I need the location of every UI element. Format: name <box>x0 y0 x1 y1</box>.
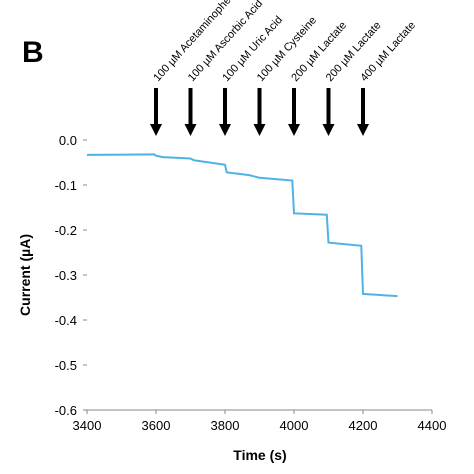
y-tick-label: -0.3 <box>55 268 77 283</box>
annotation: 100 µM Uric Acid <box>220 14 285 84</box>
arrow-head <box>322 124 335 136</box>
x-tick-label: 3400 <box>73 418 102 433</box>
x-tick-label: 3800 <box>211 418 240 433</box>
data-line <box>86 153 398 298</box>
y-tick-label: -0.1 <box>55 178 77 193</box>
arrow-head <box>150 124 162 136</box>
arrow-head <box>253 124 266 136</box>
arrow-head <box>357 124 369 136</box>
x-tick-label: 4000 <box>280 418 309 433</box>
x-axis-label: Time (s) <box>233 447 286 463</box>
arrow-head <box>288 124 300 136</box>
y-tick-label: -0.6 <box>55 403 77 418</box>
y-tick-label: 0.0 <box>59 133 77 148</box>
arrow-head <box>184 124 197 136</box>
annotation: 100 µM Cysteine <box>255 14 319 84</box>
x-tick-label: 4200 <box>349 418 378 433</box>
y-axis-label: Current (µA) <box>17 234 33 316</box>
x-tick-label: 4400 <box>418 418 447 433</box>
x-tick-label: 3600 <box>142 418 171 433</box>
y-tick-label: -0.5 <box>55 358 77 373</box>
panel-label: B <box>22 36 44 69</box>
y-tick-label: -0.2 <box>55 223 77 238</box>
arrow-head <box>219 124 231 136</box>
y-tick-label: -0.4 <box>55 313 77 328</box>
